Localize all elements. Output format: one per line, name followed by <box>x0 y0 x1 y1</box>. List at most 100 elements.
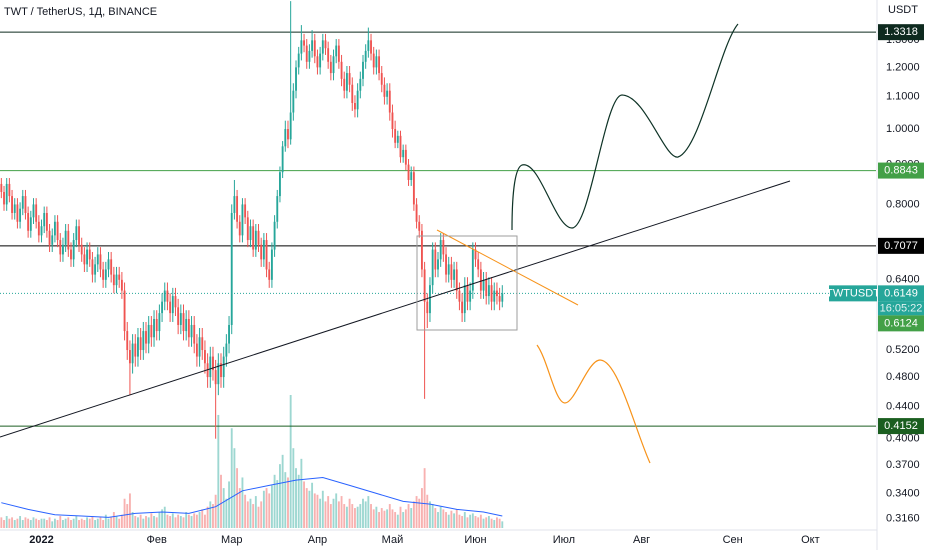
volume-bar <box>493 520 496 528</box>
candle-body <box>281 146 284 173</box>
volume-bar <box>316 494 319 528</box>
candle-body <box>24 196 27 213</box>
volume-bar <box>182 517 185 528</box>
candle-body <box>254 230 257 250</box>
volume-bar <box>0 517 3 528</box>
candle-body <box>56 221 59 241</box>
level-label-box <box>878 418 924 435</box>
candle-body <box>316 56 319 68</box>
candle-body <box>423 269 426 302</box>
candle-body <box>131 343 134 364</box>
volume-bar <box>265 488 268 528</box>
volume-bar <box>222 488 225 528</box>
level-label-box <box>878 162 924 179</box>
candle-body <box>185 318 188 332</box>
candle-body <box>171 296 174 314</box>
candle-body <box>450 264 453 280</box>
candle-body <box>110 259 113 275</box>
volume-bar <box>477 517 480 528</box>
candle-body <box>83 254 86 265</box>
candle-body <box>246 217 249 241</box>
volume-bar <box>8 518 11 528</box>
candle-body <box>453 269 456 280</box>
volume-bar <box>351 504 354 528</box>
volume-bar <box>262 490 265 528</box>
volume-bar <box>356 506 359 528</box>
candle-body <box>88 249 91 260</box>
volume-bar <box>158 512 161 528</box>
volume-bar <box>370 504 372 528</box>
volume-bar <box>241 477 244 528</box>
candle-body <box>498 296 501 302</box>
volume-bar <box>252 504 255 528</box>
candle-body <box>388 90 391 113</box>
candle-body <box>474 249 477 260</box>
candle-body <box>70 249 72 260</box>
candle-body <box>487 285 490 297</box>
volume-bar <box>115 516 118 528</box>
volume-bar <box>185 512 188 528</box>
volume-bar <box>391 509 394 528</box>
volume-bar <box>5 516 8 528</box>
candle-body <box>115 274 118 286</box>
candle-body <box>279 172 281 197</box>
candle-body <box>86 249 89 265</box>
candle-body <box>332 56 335 74</box>
volume-bar <box>434 508 437 528</box>
candle-body <box>327 48 330 62</box>
candle-body <box>471 249 474 291</box>
volume-bar <box>177 514 180 528</box>
volume-bar <box>45 520 48 528</box>
volume-bar <box>466 517 469 528</box>
candle-body <box>402 149 405 158</box>
candle-body <box>62 244 64 255</box>
candle-body <box>104 269 107 280</box>
level-label-box <box>878 24 924 41</box>
candle-body <box>51 235 54 245</box>
volume-bar <box>276 480 279 528</box>
candle-body <box>356 90 359 110</box>
candle-body <box>415 204 418 222</box>
volume-bar <box>112 512 115 528</box>
volume-bar <box>429 501 431 528</box>
volume-bar <box>246 501 249 528</box>
volume-bar <box>303 481 305 528</box>
volume-bar <box>297 474 300 528</box>
volume-bar <box>225 498 228 528</box>
volume-bar <box>48 517 51 528</box>
candle-body <box>284 129 287 147</box>
volume-bar <box>284 472 287 528</box>
volume-bar <box>51 521 54 528</box>
candle-body <box>35 204 38 222</box>
candle-body <box>429 285 431 314</box>
x-tick-label: Апр <box>308 534 327 546</box>
volume-bar <box>27 518 30 528</box>
volume-bar <box>118 518 121 528</box>
candle-body <box>217 363 220 385</box>
level-label-text: 0.4152 <box>884 420 918 432</box>
volume-bar <box>53 518 56 528</box>
volume-bar <box>107 518 110 528</box>
volume-layer <box>0 395 504 528</box>
level-label-box <box>878 237 924 254</box>
candle-body <box>324 40 327 49</box>
volume-bar <box>236 468 239 528</box>
candle-body <box>477 259 480 270</box>
volume-bar <box>94 520 97 528</box>
volume-bar <box>214 494 217 528</box>
volume-bar <box>83 520 86 528</box>
volume-bar <box>415 496 418 528</box>
candle-body <box>16 204 19 222</box>
candle-body <box>126 331 129 351</box>
candle-body <box>225 343 228 357</box>
candle-body <box>252 226 255 250</box>
volume-bar <box>498 518 501 528</box>
volume-bar <box>386 509 389 528</box>
candle-body <box>182 313 185 332</box>
candle-body <box>8 183 11 197</box>
candle-body <box>145 331 147 344</box>
candle-body <box>80 244 83 255</box>
volume-bar <box>257 506 260 528</box>
drawings <box>0 23 791 464</box>
volume-bar <box>442 509 445 528</box>
